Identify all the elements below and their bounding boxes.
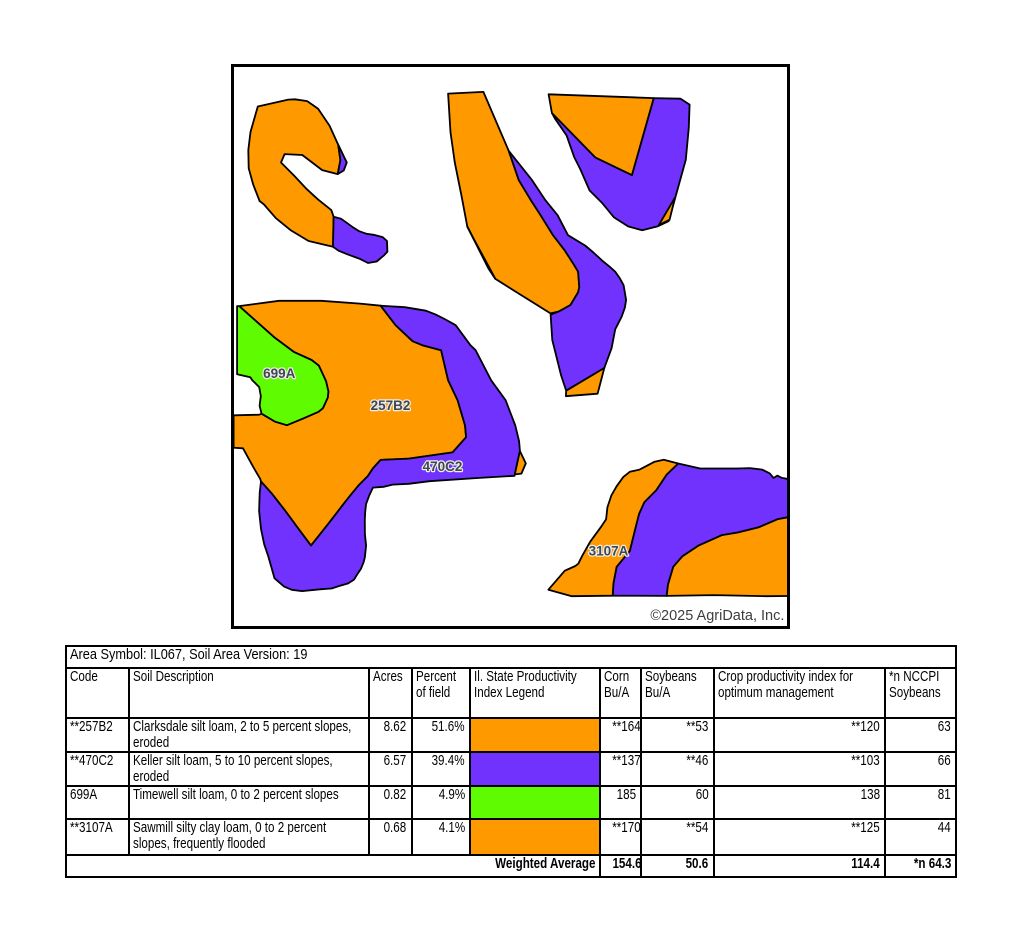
svg-text:257B2: 257B2 — [371, 398, 411, 413]
svg-text:3107A: 3107A — [589, 543, 629, 558]
svg-text:470C2: 470C2 — [423, 459, 463, 474]
svg-text:699A: 699A — [263, 366, 296, 381]
